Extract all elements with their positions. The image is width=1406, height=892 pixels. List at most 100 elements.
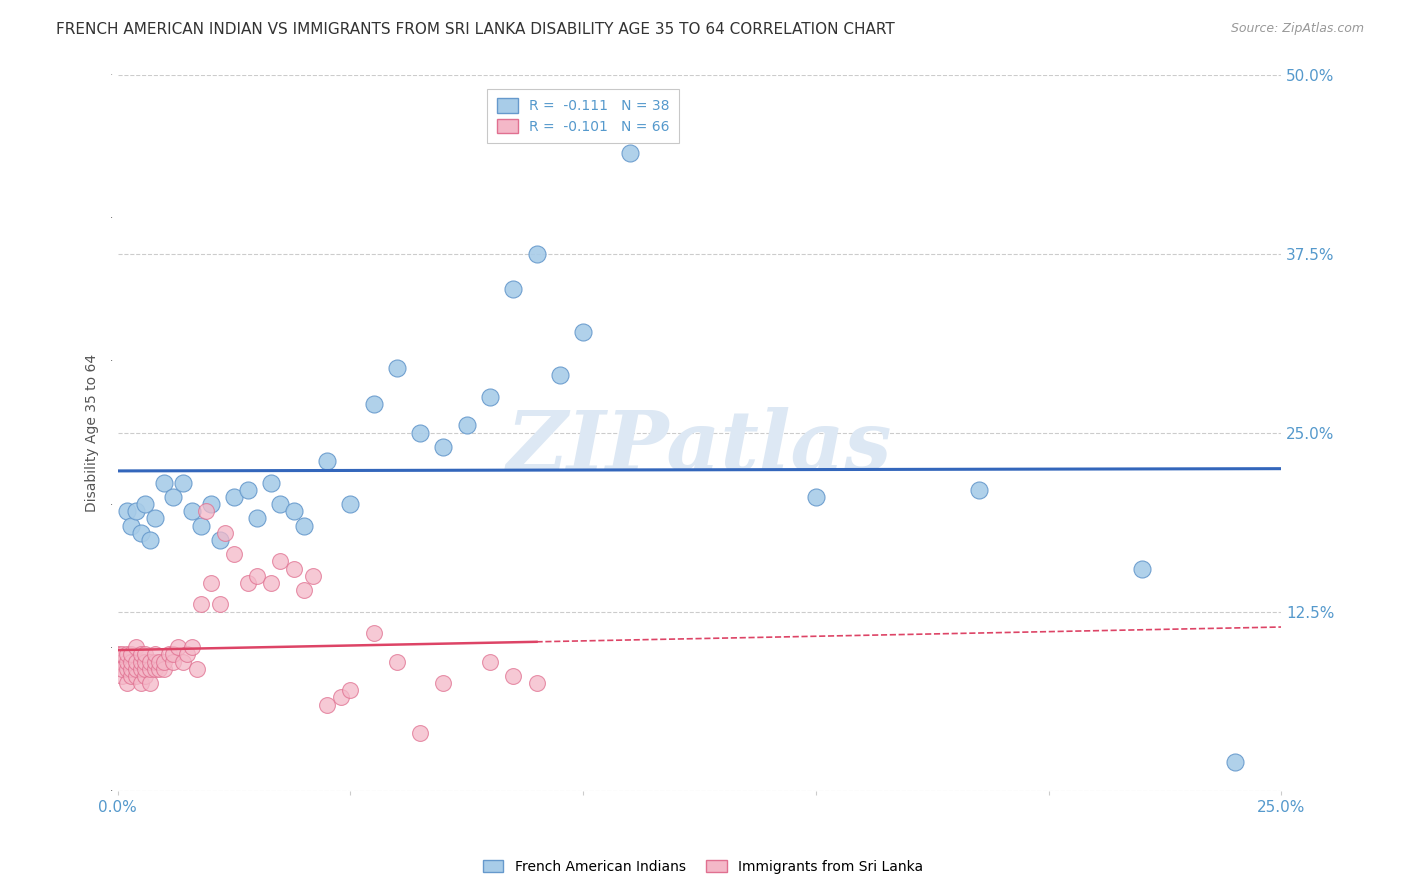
Point <box>269 497 291 511</box>
Point <box>111 669 134 683</box>
Point <box>121 662 143 676</box>
Point <box>260 575 283 590</box>
Point <box>292 582 315 597</box>
Text: ZIPatlas: ZIPatlas <box>506 407 893 487</box>
Point <box>129 662 152 676</box>
Point <box>143 511 166 525</box>
Point <box>115 676 138 690</box>
Point <box>125 504 148 518</box>
Point <box>316 454 339 468</box>
Point <box>129 525 152 540</box>
Point <box>385 655 408 669</box>
Point <box>1223 755 1246 769</box>
Point <box>330 690 353 705</box>
Point <box>316 698 339 712</box>
Point <box>478 390 501 404</box>
Point <box>139 676 162 690</box>
Point <box>283 504 305 518</box>
Point <box>172 655 194 669</box>
Point <box>222 490 245 504</box>
Point <box>115 648 138 662</box>
Point <box>134 669 156 683</box>
Point <box>181 640 204 655</box>
Point <box>129 655 152 669</box>
Point <box>125 662 148 676</box>
Point <box>339 497 361 511</box>
Point <box>121 518 143 533</box>
Point <box>186 662 208 676</box>
Point <box>478 655 501 669</box>
Point <box>190 598 212 612</box>
Point <box>619 146 641 161</box>
Point <box>153 475 176 490</box>
Legend: R =  -0.111   N = 38, R =  -0.101   N = 66: R = -0.111 N = 38, R = -0.101 N = 66 <box>486 88 679 144</box>
Point <box>134 497 156 511</box>
Point <box>246 511 269 525</box>
Point <box>302 568 325 582</box>
Y-axis label: Disability Age 35 to 64: Disability Age 35 to 64 <box>86 353 100 512</box>
Point <box>200 497 222 511</box>
Point <box>456 418 478 433</box>
Point <box>222 547 245 561</box>
Point <box>967 483 990 497</box>
Point <box>548 368 571 383</box>
Point <box>363 626 385 640</box>
Point <box>269 554 291 568</box>
Point <box>125 655 148 669</box>
Text: FRENCH AMERICAN INDIAN VS IMMIGRANTS FROM SRI LANKA DISABILITY AGE 35 TO 64 CORR: FRENCH AMERICAN INDIAN VS IMMIGRANTS FRO… <box>56 22 896 37</box>
Point <box>157 648 180 662</box>
Point <box>526 246 548 260</box>
Point <box>432 440 454 454</box>
Point <box>115 504 138 518</box>
Point <box>572 326 595 340</box>
Point <box>181 504 204 518</box>
Text: Source: ZipAtlas.com: Source: ZipAtlas.com <box>1230 22 1364 36</box>
Point <box>432 676 454 690</box>
Point <box>134 662 156 676</box>
Point <box>139 533 162 547</box>
Point <box>125 669 148 683</box>
Point <box>148 655 170 669</box>
Point <box>409 425 432 440</box>
Point <box>385 361 408 376</box>
Point <box>502 282 524 296</box>
Point <box>167 640 190 655</box>
Point <box>111 662 134 676</box>
Point <box>283 561 305 575</box>
Point <box>246 568 269 582</box>
Point <box>153 655 176 669</box>
Point <box>148 662 170 676</box>
Point <box>176 648 198 662</box>
Point <box>502 669 524 683</box>
Point <box>134 648 156 662</box>
Point <box>139 662 162 676</box>
Point <box>162 490 184 504</box>
Point <box>129 676 152 690</box>
Point <box>111 648 134 662</box>
Point <box>172 475 194 490</box>
Point <box>162 648 184 662</box>
Point <box>129 648 152 662</box>
Point <box>115 655 138 669</box>
Point <box>236 575 259 590</box>
Point <box>292 518 315 533</box>
Point <box>190 518 212 533</box>
Point <box>121 655 143 669</box>
Point <box>339 683 361 698</box>
Point <box>143 655 166 669</box>
Point <box>260 475 283 490</box>
Point <box>121 669 143 683</box>
Point <box>200 575 222 590</box>
Point <box>111 655 134 669</box>
Point <box>236 483 259 497</box>
Point <box>208 533 231 547</box>
Point <box>194 504 217 518</box>
Point <box>208 598 231 612</box>
Point <box>526 676 548 690</box>
Legend: French American Indians, Immigrants from Sri Lanka: French American Indians, Immigrants from… <box>475 853 931 880</box>
Point <box>125 640 148 655</box>
Point <box>214 525 236 540</box>
Point <box>143 662 166 676</box>
Point <box>804 490 827 504</box>
Point <box>134 655 156 669</box>
